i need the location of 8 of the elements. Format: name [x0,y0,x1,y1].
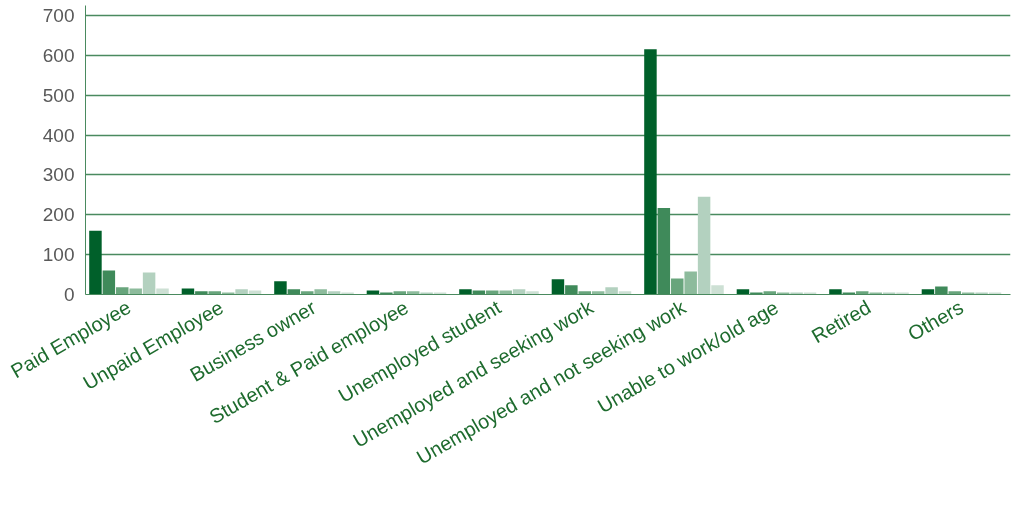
y-tick-label: 600 [42,44,75,66]
y-tick-label: 700 [42,4,75,26]
y-tick-label: 300 [42,164,75,186]
y-tick-label: 100 [42,244,75,266]
y-tick-label: 500 [42,84,75,106]
y-tick-label: 0 [63,284,75,305]
y-tick-label: 400 [42,124,75,146]
y-tick-label: 200 [42,204,75,226]
